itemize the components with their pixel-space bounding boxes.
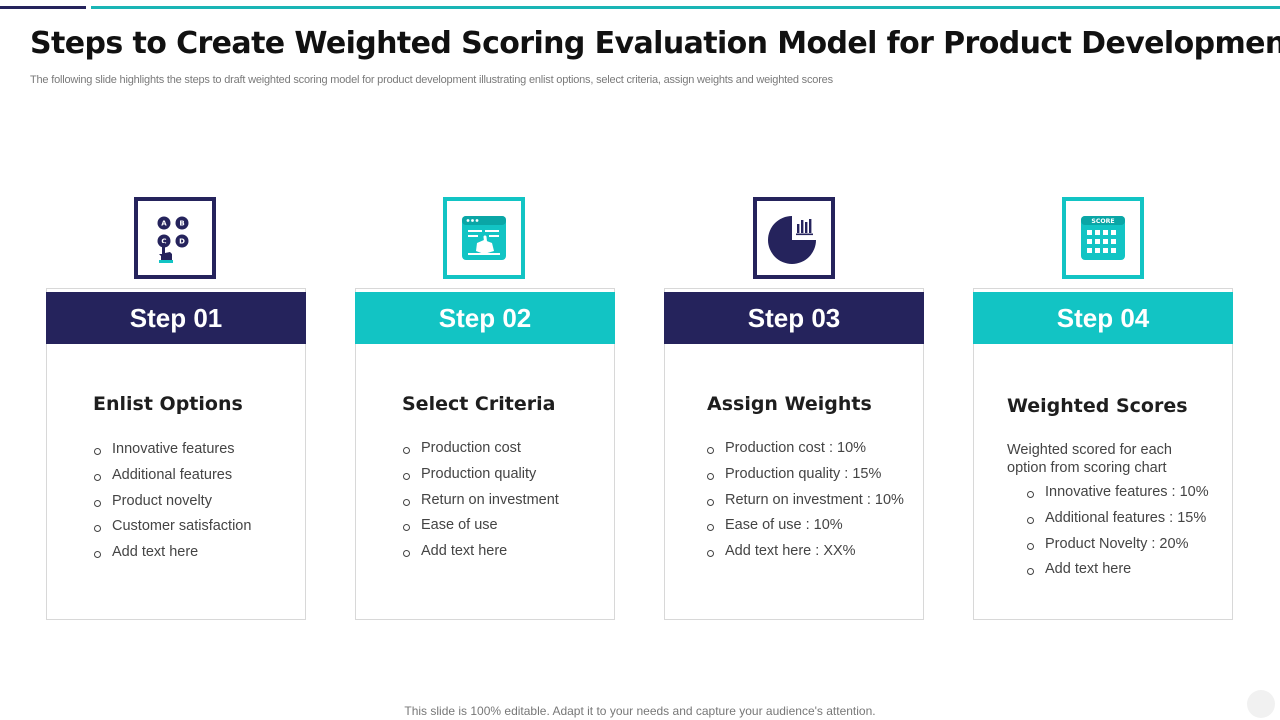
abcd-options-hand-icon: A B C D bbox=[157, 216, 189, 263]
page-title: Steps to Create Weighted Scoring Evaluat… bbox=[30, 26, 1280, 61]
pie-chart-icon bbox=[768, 216, 816, 264]
list-item: Production cost : 10% bbox=[707, 436, 904, 462]
step-04-icon-box: SCORE bbox=[1062, 197, 1144, 279]
step-02-title: Select Criteria bbox=[402, 393, 556, 415]
step-03-title: Assign Weights bbox=[707, 393, 872, 415]
step-01-title: Enlist Options bbox=[93, 393, 243, 415]
step-04-title: Weighted Scores bbox=[1007, 395, 1188, 417]
step-03-card: Step 03 Assign Weights Production cost :… bbox=[664, 288, 924, 620]
score-icon-text: SCORE bbox=[1091, 218, 1114, 225]
page-subtitle: The following slide highlights the steps… bbox=[30, 74, 833, 86]
list-item: Innovative features : 10% bbox=[1027, 480, 1209, 506]
list-item: Product novelty bbox=[94, 489, 251, 515]
list-item: Return on investment bbox=[403, 488, 559, 514]
step-04-header: Step 04 bbox=[973, 292, 1233, 344]
browser-click-icon bbox=[462, 216, 506, 260]
list-item: Customer satisfaction bbox=[94, 514, 251, 540]
svg-text:A: A bbox=[161, 220, 167, 228]
corner-circle bbox=[1247, 690, 1275, 718]
list-item: Add text here bbox=[403, 539, 559, 565]
list-item: Ease of use : 10% bbox=[707, 513, 904, 539]
step-01-card: Step 01 Enlist Options Innovative featur… bbox=[46, 288, 306, 620]
list-item: Add text here bbox=[94, 540, 251, 566]
list-item: Add text here : XX% bbox=[707, 539, 904, 565]
footer-note: This slide is 100% editable. Adapt it to… bbox=[404, 704, 876, 718]
list-item: Production quality bbox=[403, 462, 559, 488]
svg-text:C: C bbox=[161, 238, 166, 246]
list-item: Return on investment : 10% bbox=[707, 488, 904, 514]
list-item: Production quality : 15% bbox=[707, 462, 904, 488]
step-02-list: Production cost Production quality Retur… bbox=[403, 436, 559, 565]
step-01-header: Step 01 bbox=[46, 292, 306, 344]
svg-text:D: D bbox=[179, 238, 185, 246]
score-calendar-icon: SCORE bbox=[1081, 216, 1125, 260]
step-02-header: Step 02 bbox=[355, 292, 615, 344]
list-item: Add text here bbox=[1027, 557, 1209, 583]
list-item: Innovative features bbox=[94, 437, 251, 463]
step-03-list: Production cost : 10% Production quality… bbox=[707, 436, 904, 565]
step-04-card: Step 04 Weighted Scores Weighted scored … bbox=[973, 288, 1233, 620]
list-item: Additional features : 15% bbox=[1027, 506, 1209, 532]
svg-text:B: B bbox=[179, 220, 184, 228]
step-04-list: Innovative features : 10% Additional fea… bbox=[1027, 480, 1209, 583]
step-01-icon-box: A B C D bbox=[134, 197, 216, 279]
list-item: Ease of use bbox=[403, 513, 559, 539]
step-02-card: Step 02 Select Criteria Production cost … bbox=[355, 288, 615, 620]
list-item: Production cost bbox=[403, 436, 559, 462]
step-03-icon-box bbox=[753, 197, 835, 279]
step-03-header: Step 03 bbox=[664, 292, 924, 344]
list-item: Product Novelty : 20% bbox=[1027, 532, 1209, 558]
step-01-list: Innovative features Additional features … bbox=[94, 437, 251, 566]
step-02-icon-box bbox=[443, 197, 525, 279]
accent-bar-teal bbox=[91, 6, 1280, 9]
list-item: Additional features bbox=[94, 463, 251, 489]
step-04-description: Weighted scored for each option from sco… bbox=[1007, 442, 1172, 476]
accent-bar-dark bbox=[0, 6, 86, 9]
